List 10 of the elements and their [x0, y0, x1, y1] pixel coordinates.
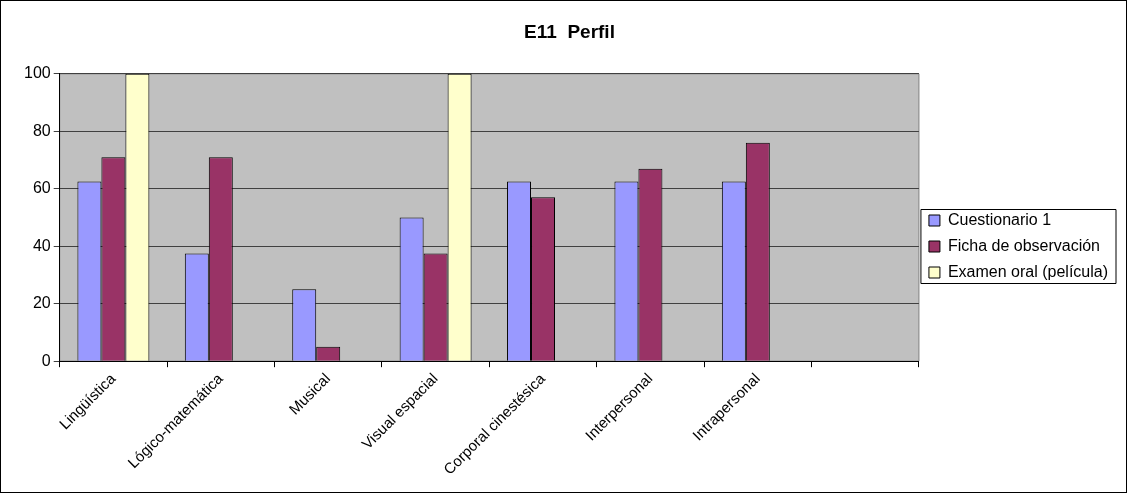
- legend-label: Examen oral (película): [947, 262, 1109, 280]
- y-tick-label: 100: [23, 64, 51, 82]
- y-tick-label: 60: [32, 179, 51, 197]
- legend-label: Ficha de observación: [947, 236, 1101, 254]
- y-tick-label: 80: [32, 121, 51, 139]
- legend-label: Cuestionario 1: [947, 210, 1052, 228]
- y-tick-label: 20: [32, 294, 51, 312]
- chart-title: E11 Perfil: [524, 20, 615, 42]
- y-tick-label: 40: [32, 236, 51, 254]
- y-tick-label: 0: [41, 351, 51, 369]
